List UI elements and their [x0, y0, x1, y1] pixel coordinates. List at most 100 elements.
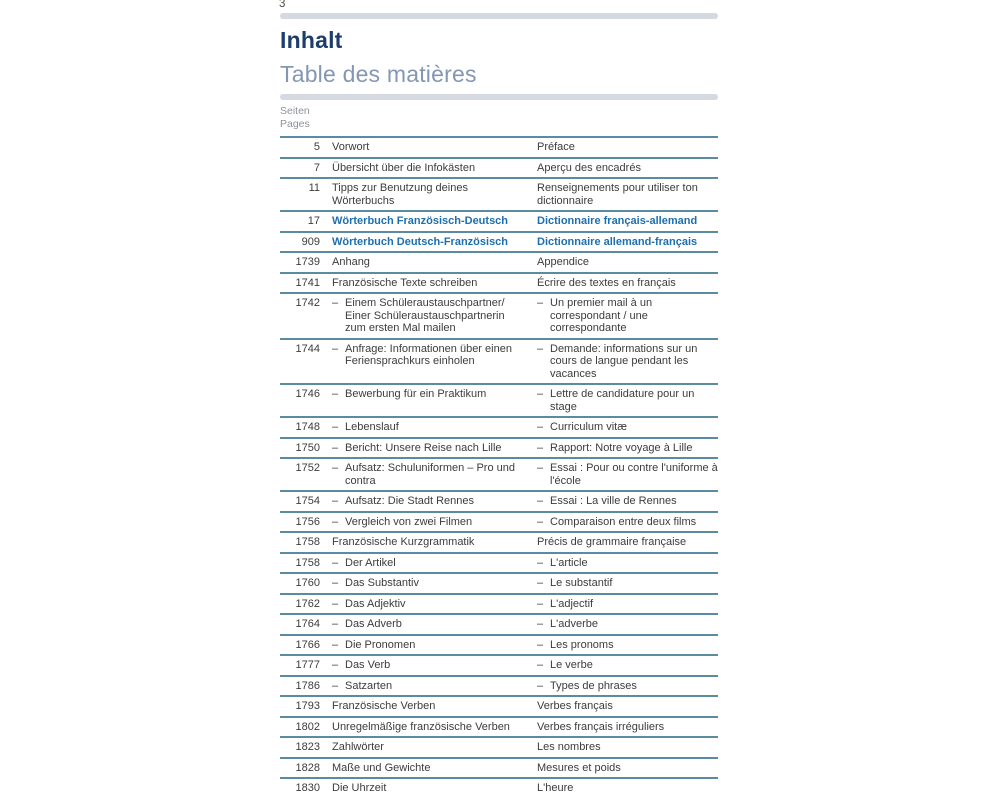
toc-table: 5 Vorwort Préface 7 Übersicht über die I… — [280, 136, 718, 798]
dash-marker: – — [537, 342, 544, 355]
toc-entry-german: – Einem Schüleraustauschpartner/ Einer S… — [332, 297, 522, 335]
toc-row: 1802 Unregelmäßige französische Verben V… — [280, 715, 718, 737]
toc-text-french: Mesures et poids — [537, 761, 621, 774]
toc-text-french: Les nombres — [537, 741, 601, 753]
dash-marker: – — [537, 577, 544, 589]
toc-row: 1746 – Bewerbung für ein Praktikum – Let… — [280, 383, 718, 416]
toc-page-number: 909 — [301, 235, 320, 248]
toc-entry-french: Verbes français — [537, 700, 718, 713]
toc-entry-french: – Les pronoms — [537, 639, 718, 652]
toc-text-german: Zahlwörter — [332, 741, 384, 753]
toc-text-french: Verbes français irréguliers — [537, 720, 665, 733]
toc-row: 1744 – Anfrage: Informationen über einen… — [280, 337, 718, 384]
toc-page-number: 1746 — [295, 388, 320, 400]
toc-entry-german: – Aufsatz: Schuluniformen – Pro und cont… — [332, 462, 522, 487]
toc-entry-german: – Der Artikel — [332, 557, 522, 570]
toc-page-number: 1739 — [295, 256, 320, 268]
toc-page-number: 1766 — [295, 638, 320, 651]
toc-row: 909 Wörterbuch Deutsch-Französisch Dicti… — [280, 230, 718, 252]
toc-entry-french: – Essai : Pour ou contre l'uniforme à l'… — [537, 462, 718, 487]
toc-text-german: Übersicht über die Infokästen — [332, 161, 476, 174]
toc-text-french: Précis de grammaire française — [537, 536, 687, 548]
toc-page-number: 1777 — [295, 659, 320, 671]
toc-text-german: Die Pronomen — [345, 638, 416, 651]
toc-page-number: 1750 — [295, 441, 320, 454]
toc-entry-french: Renseignements pour utiliser ton diction… — [537, 182, 718, 207]
toc-entry-french: – Essai : La ville de Rennes — [537, 495, 718, 508]
toc-text-french: Le verbe — [550, 659, 593, 671]
toc-row: 1742 – Einem Schüleraustauschpartner/ Ei… — [280, 292, 718, 338]
dash-marker: – — [332, 515, 339, 528]
toc-entry-french: Mesures et poids — [537, 762, 718, 775]
toc-text-french: L'adjectif — [550, 597, 594, 610]
toc-entry-german: – Das Adjektiv — [332, 598, 522, 611]
toc-row: 1758 Französische Kurzgrammatik Précis d… — [280, 531, 718, 552]
toc-row: 1786 – Satzarten – Types de phrases — [280, 674, 718, 696]
toc-text-german: Satzarten — [345, 679, 393, 692]
toc-entry-german: Französische Texte schreiben — [332, 277, 522, 290]
pages-column-header: Seiten Pages — [280, 105, 310, 131]
toc-entry-french: – L'adverbe — [537, 618, 718, 631]
toc-text-german: Einem Schüleraustauschpartner/ Einer Sch… — [345, 297, 505, 334]
toc-row: 1756 – Vergleich von zwei Filmen – Compa… — [280, 510, 718, 532]
toc-page-number: 1744 — [295, 342, 320, 355]
toc-entry-french: Les nombres — [537, 741, 718, 754]
toc-entry-german: – Aufsatz: Die Stadt Rennes — [332, 495, 522, 508]
toc-entry-french: – L'article — [537, 557, 718, 570]
toc-text-german: Anfrage: Informationen über einen Ferien… — [345, 342, 512, 368]
toc-text-french: Dictionnaire français-allemand — [537, 215, 698, 227]
toc-page-number: 1823 — [295, 741, 320, 753]
toc-row: 1741 Französische Texte schreiben Écrire… — [280, 271, 718, 293]
toc-entry-french: Appendice — [537, 256, 718, 269]
toc-text-french: Rapport: Notre voyage à Lille — [550, 441, 693, 454]
toc-text-french: Appendice — [537, 256, 589, 268]
heading-german: Inhalt — [280, 27, 343, 53]
toc-text-french: Essai : Pour ou contre l'uniforme à l'éc… — [550, 462, 718, 487]
toc-text-german: Das Substantiv — [345, 577, 419, 589]
toc-text-german: Vergleich von zwei Filmen — [345, 515, 473, 528]
dash-marker: – — [332, 297, 339, 309]
toc-entry-german: – Bewerbung für ein Praktikum — [332, 388, 522, 413]
toc-entry-french: – Types de phrases — [537, 680, 718, 693]
toc-row: 1750 – Bericht: Unsere Reise nach Lille … — [280, 436, 718, 458]
toc-row: 1752 – Aufsatz: Schuluniformen – Pro und… — [280, 457, 718, 490]
col-header-pages: Pages — [280, 118, 310, 130]
dash-marker: – — [332, 618, 339, 630]
toc-text-german: Lebenslauf — [345, 421, 399, 433]
toc-text-french: Lettre de candidature pour un stage — [550, 388, 695, 413]
toc-page-number: 1793 — [295, 700, 320, 712]
toc-text-french: Un premier mail à un correspondant / une… — [550, 297, 653, 334]
toc-row: 1830 Die Uhrzeit L'heure — [280, 777, 718, 798]
dash-marker: – — [537, 421, 544, 433]
dash-marker: – — [537, 638, 544, 651]
dash-marker: – — [537, 297, 544, 309]
toc-page-number: 1760 — [295, 577, 320, 589]
toc-text-french: Curriculum vitæ — [550, 421, 628, 433]
toc-page-number: 1802 — [295, 720, 320, 733]
toc-text-french: Demande: informations sur un cours de la… — [550, 342, 698, 380]
toc-entry-german: Maße und Gewichte — [332, 762, 522, 775]
toc-entry-french: Précis de grammaire française — [537, 536, 718, 549]
dash-marker: – — [537, 597, 544, 610]
toc-text-german: Bewerbung für ein Praktikum — [345, 388, 487, 400]
dash-marker: – — [537, 495, 544, 507]
toc-page-number: 1758 — [295, 536, 320, 548]
toc-entry-german: Anhang — [332, 256, 522, 269]
toc-page-number: 5 — [313, 141, 320, 153]
toc-entry-french: – Lettre de candidature pour un stage — [537, 388, 718, 413]
toc-row: 1828 Maße und Gewichte Mesures et poids — [280, 756, 718, 778]
toc-row: 11 Tipps zur Benutzung deines Wörterbuch… — [280, 177, 718, 210]
toc-entry-french: – Le substantif — [537, 577, 718, 590]
toc-entry-german: – Das Verb — [332, 659, 522, 672]
toc-entry-french: Verbes français irréguliers — [537, 721, 718, 734]
toc-text-french: Verbes français — [537, 700, 613, 712]
toc-row: 1766 – Die Pronomen – Les pronoms — [280, 633, 718, 655]
toc-text-german: Anhang — [332, 256, 370, 268]
dash-marker: – — [332, 421, 339, 433]
dash-marker: – — [537, 618, 544, 630]
dash-marker: – — [332, 462, 339, 474]
dash-marker: – — [332, 388, 339, 400]
toc-text-french: Renseignements pour utiliser ton diction… — [537, 182, 698, 207]
col-header-seiten: Seiten — [280, 105, 310, 117]
toc-text-german: Vorwort — [332, 141, 370, 153]
